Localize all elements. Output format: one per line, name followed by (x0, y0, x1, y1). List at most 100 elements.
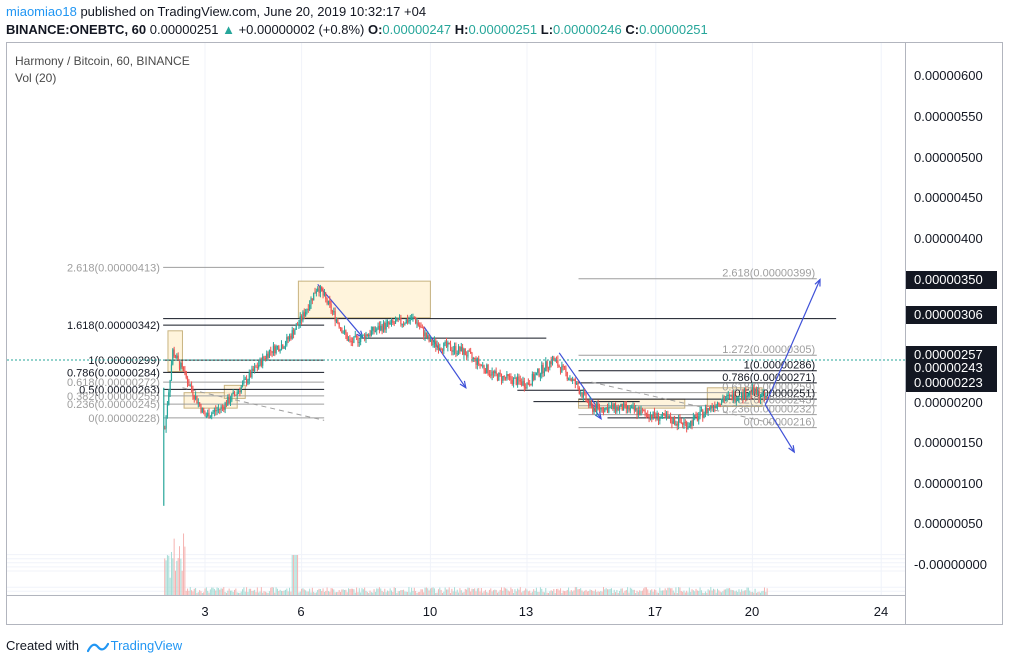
candle-body (499, 372, 501, 375)
candle-body (641, 409, 643, 411)
candle-body (290, 335, 292, 339)
candle-body (616, 406, 618, 412)
candle-body (306, 308, 308, 312)
candle-body (494, 371, 496, 374)
time-tick: 13 (518, 604, 534, 619)
candle-body (252, 368, 254, 371)
fib-level-label: 0(0.00000228) (88, 413, 160, 425)
author-link[interactable]: miaomiao18 (6, 4, 77, 19)
fib-level-label: 0.382(0.00000255) (67, 391, 160, 403)
fib-level-label: 0.236(0.00000245) (67, 399, 160, 411)
candle-body (754, 388, 756, 394)
candle-body (168, 392, 170, 405)
candle-body (482, 365, 484, 367)
candle-body (338, 323, 340, 328)
candle-body (730, 394, 732, 396)
candle-body (511, 380, 513, 385)
candle-body (543, 371, 546, 374)
candle-body (271, 351, 273, 354)
time-tick: 10 (422, 604, 438, 619)
candle-body (331, 311, 334, 313)
arrow-line (423, 326, 467, 389)
candle-body (463, 349, 465, 355)
candle-body (703, 413, 705, 418)
candle-body (538, 368, 540, 377)
candle-body (453, 346, 456, 351)
low-value: 0.00000246 (553, 22, 622, 37)
candle-body (474, 358, 476, 360)
candle-body (393, 322, 395, 324)
candle-body (232, 392, 234, 395)
price-badge: 0.00000350 (906, 271, 997, 289)
high-value: 0.00000251 (468, 22, 538, 37)
candle-body (213, 409, 215, 412)
candle-body (491, 371, 493, 376)
price-chart[interactable]: 2.618(0.00000413) 1.618(0.00000342) 1(0.00… (7, 43, 905, 595)
candle-body (341, 327, 343, 333)
candle-body (687, 426, 689, 429)
candle-body (479, 364, 481, 366)
candle-body (337, 319, 339, 324)
candle-body (360, 337, 362, 342)
ohlc-bar: BINANCE:ONEBTC, 60 0.00000251 ▲ +0.00000… (6, 22, 708, 37)
candle-body (432, 343, 434, 345)
candle-body (695, 415, 697, 417)
candle-body (417, 322, 419, 326)
candle-body (507, 374, 509, 377)
candle-body (321, 286, 323, 292)
candle-body (398, 317, 401, 320)
candle-body (563, 365, 566, 368)
candle-body (380, 325, 382, 331)
candle-series (163, 284, 768, 506)
candle-body (419, 325, 421, 327)
candle-body (608, 407, 610, 413)
candle-body (645, 412, 648, 415)
candle-body (366, 334, 368, 337)
candle-body (574, 379, 576, 385)
candle-body (420, 326, 422, 328)
candle-body (267, 353, 269, 358)
candle-body (594, 407, 597, 412)
candle-body (186, 377, 189, 384)
candle-body (613, 403, 615, 409)
candle-body (472, 358, 474, 360)
candle-body (490, 374, 492, 376)
candle-body (561, 365, 563, 373)
candle-body (682, 422, 684, 425)
last-price: 0.00000251 (149, 22, 219, 37)
candle-body (577, 382, 579, 388)
candle-body (279, 350, 281, 352)
candle-body (506, 374, 508, 379)
candle-body (567, 378, 570, 380)
candle-body (216, 410, 218, 412)
candle-body (664, 414, 666, 417)
candle-body (250, 372, 252, 378)
candle-body (173, 349, 175, 357)
candle-body (678, 417, 680, 426)
candle-body (296, 324, 299, 326)
candle-body (559, 367, 562, 373)
candle-body (248, 372, 250, 381)
candle-body (314, 292, 316, 294)
tradingview-brand[interactable]: TradingView (110, 638, 183, 653)
publish-info: miaomiao18 published on TradingView.com,… (6, 4, 426, 19)
candle-body (731, 394, 733, 401)
candle-body (460, 346, 462, 352)
candle-body (298, 323, 300, 326)
candle-body (303, 312, 305, 317)
candle-body (207, 412, 209, 417)
candle-body (585, 393, 587, 401)
candle-body (235, 394, 237, 396)
fib-level-label: 1(0.00000299) (88, 355, 160, 367)
candle-body (759, 397, 762, 401)
candle-body (400, 317, 402, 325)
candle-body (299, 316, 301, 324)
candle-body (270, 349, 272, 352)
candle-body (708, 408, 711, 410)
candle-body (525, 387, 527, 389)
candle-body (742, 392, 744, 399)
candle-body (557, 360, 559, 367)
candle-body (357, 336, 359, 343)
candle-body (633, 406, 635, 411)
candle-body (329, 300, 331, 305)
